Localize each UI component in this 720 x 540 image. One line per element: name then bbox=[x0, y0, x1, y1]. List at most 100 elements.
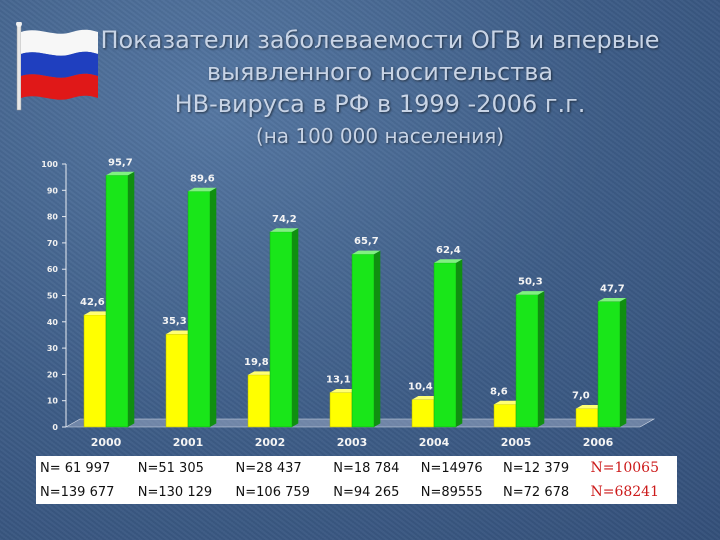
data-label: 74,2 bbox=[272, 214, 297, 225]
table-cell-highlight: N=68241 bbox=[590, 484, 659, 500]
bar-side bbox=[128, 171, 135, 427]
data-label: 89,6 bbox=[190, 173, 215, 184]
y-tick-label: 80 bbox=[47, 213, 59, 222]
x-tick-label: 2005 bbox=[501, 436, 532, 449]
bar-side bbox=[620, 297, 627, 427]
bar-top bbox=[330, 388, 359, 393]
table-row: N=139 677 N=130 129 N=106 759 N=94 265 N… bbox=[36, 480, 677, 504]
x-tick-label: 2004 bbox=[419, 436, 450, 449]
data-label: 62,4 bbox=[436, 245, 461, 256]
bar-front bbox=[247, 374, 271, 428]
bar-front bbox=[329, 392, 353, 428]
bar-side bbox=[538, 291, 545, 427]
y-tick-label: 50 bbox=[47, 292, 59, 301]
table-cell: N=94 265 bbox=[333, 484, 400, 500]
bar-top bbox=[434, 259, 463, 263]
data-label: 65,7 bbox=[354, 236, 379, 247]
bar-top bbox=[166, 330, 195, 335]
table-cell: N=106 759 bbox=[235, 484, 310, 500]
data-label: 42,6 bbox=[80, 297, 105, 308]
data-label: 10,4 bbox=[408, 382, 433, 393]
bar-side bbox=[456, 259, 463, 427]
x-tick-label: 2001 bbox=[173, 436, 204, 449]
bar-top bbox=[494, 400, 523, 405]
bar bbox=[269, 228, 299, 428]
data-label: 50,3 bbox=[518, 277, 543, 288]
data-label: 95,7 bbox=[108, 157, 133, 168]
bar bbox=[597, 297, 627, 428]
bar-front bbox=[165, 333, 189, 428]
bar-front bbox=[515, 294, 539, 428]
bar-top bbox=[84, 311, 113, 315]
data-label: 19,8 bbox=[244, 357, 269, 368]
y-tick-label: 0 bbox=[52, 423, 58, 432]
bar-top bbox=[576, 404, 605, 409]
data-label: 8,6 bbox=[490, 386, 508, 397]
table-cell: N=28 437 bbox=[235, 460, 302, 476]
table-cell: N=14976 bbox=[420, 460, 483, 476]
bar-top bbox=[352, 250, 381, 255]
bar bbox=[351, 250, 381, 428]
bar bbox=[187, 187, 217, 428]
x-tick-label: 2000 bbox=[91, 436, 122, 449]
title-line-2: выявленного носительства bbox=[206, 58, 554, 86]
bar-top bbox=[270, 228, 299, 232]
title-line-3: НВ-вируса в РФ в 1999 -2006 г.г. bbox=[174, 90, 586, 118]
bar-front bbox=[105, 175, 129, 428]
bar-top bbox=[106, 171, 135, 176]
y-tick-label: 30 bbox=[47, 344, 59, 353]
bar bbox=[433, 259, 463, 428]
data-label: 7,0 bbox=[572, 391, 590, 402]
bar bbox=[515, 291, 545, 428]
table-cell: N= 61 997 bbox=[40, 460, 111, 476]
chart-bars bbox=[83, 171, 627, 428]
chart-labels: 42,6 95,7 2000 35,3 89,6 2001 19,8 74,2 2002 13,1… bbox=[80, 157, 625, 449]
bar-front bbox=[83, 314, 107, 428]
bar-front bbox=[351, 253, 375, 428]
y-tick-label: 20 bbox=[47, 370, 59, 379]
russian-flag-icon bbox=[16, 22, 98, 111]
x-tick-label: 2003 bbox=[337, 436, 368, 449]
data-label: 13,1 bbox=[326, 375, 351, 386]
y-tick-label: 70 bbox=[47, 239, 59, 248]
bar-top bbox=[188, 187, 217, 192]
x-tick-label: 2002 bbox=[255, 436, 286, 449]
bar-front bbox=[411, 399, 435, 428]
title-line-1: Показатели заболеваемости ОГВ и впервые bbox=[100, 26, 660, 54]
table-cell-highlight: N=10065 bbox=[590, 460, 659, 476]
bar-front bbox=[433, 262, 457, 428]
table-cell: N=51 305 bbox=[137, 460, 204, 476]
y-tick-label: 10 bbox=[47, 397, 59, 406]
bar-top bbox=[412, 396, 441, 400]
x-tick-label: 2006 bbox=[583, 436, 614, 449]
data-label: 35,3 bbox=[162, 316, 187, 327]
bar-side bbox=[292, 228, 299, 427]
table-cell: N=72 678 bbox=[503, 484, 570, 500]
table-cell: N=139 677 bbox=[40, 484, 115, 500]
table-cell: N=89555 bbox=[420, 484, 483, 500]
y-tick-label: 90 bbox=[47, 186, 59, 195]
sample-size-table: N= 61 997 N=51 305 N=28 437 N=18 784 N=1… bbox=[36, 456, 677, 504]
bar-side bbox=[374, 250, 381, 427]
bar-top bbox=[516, 291, 545, 295]
table-row: N= 61 997 N=51 305 N=28 437 N=18 784 N=1… bbox=[36, 456, 677, 480]
y-tick-label: 60 bbox=[47, 265, 59, 274]
bar bbox=[105, 171, 135, 428]
bar-front bbox=[269, 231, 293, 428]
y-tick-label: 100 bbox=[41, 160, 58, 169]
bar-top bbox=[598, 297, 627, 302]
subtitle: (на 100 000 населения) bbox=[255, 124, 505, 148]
bar-front bbox=[493, 404, 517, 428]
bar-front bbox=[187, 191, 211, 428]
table-cell: N=12 379 bbox=[503, 460, 570, 476]
table-cell: N=18 784 bbox=[333, 460, 400, 476]
bar-side bbox=[210, 187, 217, 427]
y-tick-label: 40 bbox=[47, 318, 59, 327]
data-label: 47,7 bbox=[600, 284, 625, 295]
bar-top bbox=[248, 371, 277, 375]
table-cell: N=130 129 bbox=[137, 484, 213, 500]
bar-front bbox=[597, 301, 621, 428]
bar-front bbox=[575, 408, 599, 428]
